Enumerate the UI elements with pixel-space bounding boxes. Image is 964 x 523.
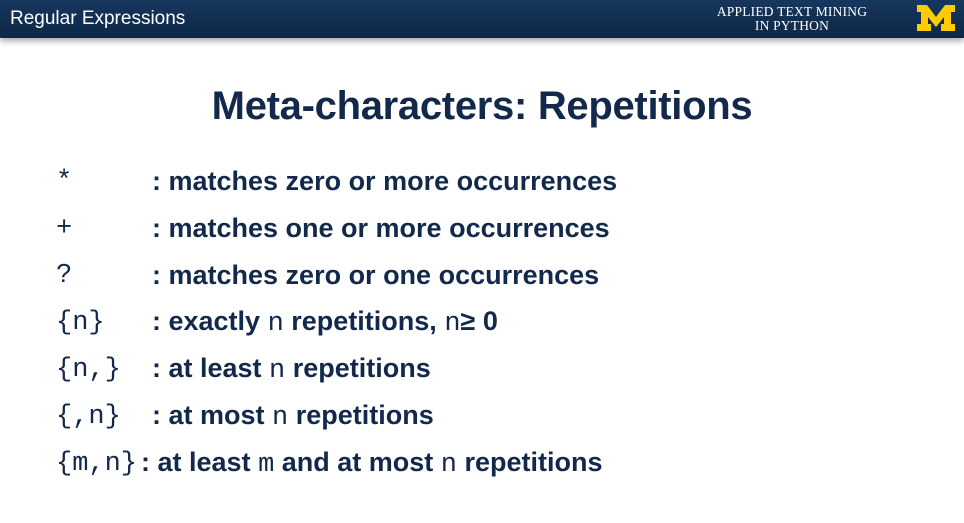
metachar-description: : exactly n repetitions, n≥ 0 xyxy=(152,306,498,339)
description-text: repetitions xyxy=(457,447,603,477)
metachar-symbol: {n} xyxy=(56,307,105,338)
metachar-description: : at most n repetitions xyxy=(152,400,434,433)
course-title: APPLIED TEXT MINING IN PYTHON xyxy=(692,5,892,33)
variable-n: n xyxy=(269,356,286,386)
variable-n: n xyxy=(440,450,457,480)
list-item-question: ? : matches zero or one occurrences xyxy=(56,252,617,299)
metachar-symbol: {n,} xyxy=(56,354,121,385)
list-item-star: * : matches zero or more occurrences xyxy=(56,158,617,205)
metachar-description: : matches zero or one occurrences xyxy=(152,260,600,290)
metachar-symbol: ? xyxy=(56,260,73,291)
metachar-symbol: + xyxy=(56,213,73,244)
metachar-description: : at least m and at most n repetitions xyxy=(141,447,603,480)
description-text: : at least xyxy=(152,353,270,383)
description-text: repetitions xyxy=(285,353,431,383)
variable-n: n xyxy=(444,309,461,339)
description-text: : at most xyxy=(152,400,273,430)
slide-title: Meta-characters: Repetitions xyxy=(211,84,753,128)
repetition-list: * : matches zero or more occurrences + :… xyxy=(56,158,617,487)
list-item-m-to-n: {m,n} : at least m and at most n repetit… xyxy=(56,440,617,487)
metachar-symbol: * xyxy=(56,166,73,197)
list-item-exact-n: {n} : exactly n repetitions, n≥ 0 xyxy=(56,299,617,346)
list-item-plus: + : matches one or more occurrences xyxy=(56,205,617,252)
description-text: : at least xyxy=(141,447,259,477)
course-title-line2: IN PYTHON xyxy=(754,18,830,33)
variable-n: n xyxy=(267,309,284,339)
header-bar: Regular Expressions APPLIED TEXT MINING … xyxy=(0,0,964,38)
metachar-symbol: {m,n} xyxy=(56,448,138,479)
variable-n: n xyxy=(272,403,289,433)
list-item-at-least-n: {n,} : at least n repetitions xyxy=(56,346,617,393)
description-text: and at most xyxy=(274,447,441,477)
metachar-description: : matches one or more occurrences xyxy=(152,213,610,243)
description-text: : exactly xyxy=(152,306,268,336)
metachar-description: : at least n repetitions xyxy=(152,353,431,386)
metachar-symbol: {,n} xyxy=(56,401,121,432)
university-m-logo-icon xyxy=(917,5,955,31)
variable-m: m xyxy=(258,450,275,480)
description-text: repetitions, xyxy=(283,306,445,336)
metachar-description: : matches zero or more occurrences xyxy=(152,166,618,196)
section-title: Regular Expressions xyxy=(10,8,186,29)
list-item-at-most-n: {,n} : at most n repetitions xyxy=(56,393,617,440)
description-text: ≥ 0 xyxy=(460,306,498,336)
course-title-line1: APPLIED TEXT MINING xyxy=(716,4,868,19)
description-text: repetitions xyxy=(288,400,434,430)
